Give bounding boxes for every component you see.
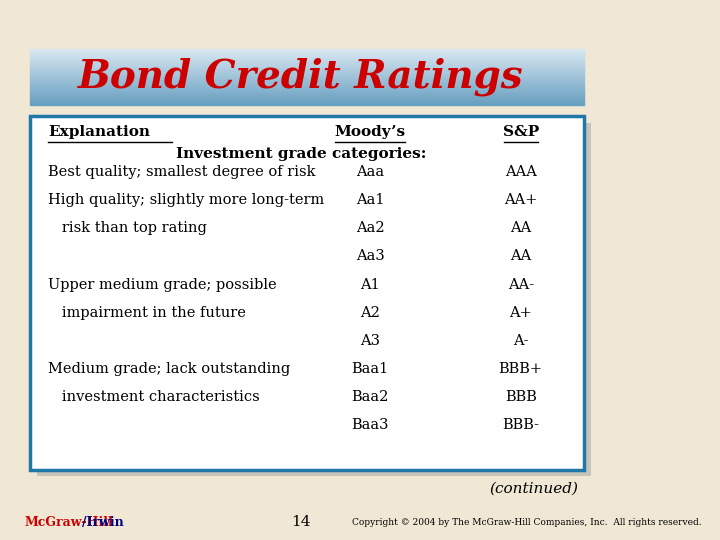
Text: AAA: AAA xyxy=(505,165,536,179)
Text: AA: AA xyxy=(510,249,531,264)
Bar xyxy=(30,51,584,52)
Bar xyxy=(30,61,584,62)
Bar xyxy=(30,78,584,79)
Bar xyxy=(30,71,584,72)
Text: Bond Credit Ratings: Bond Credit Ratings xyxy=(78,58,523,96)
Text: AA-: AA- xyxy=(508,278,534,292)
Bar xyxy=(30,75,584,76)
Bar xyxy=(30,98,584,99)
Bar xyxy=(30,99,584,101)
Bar xyxy=(30,103,584,104)
Bar xyxy=(30,91,584,92)
Text: Best quality; smallest degree of risk: Best quality; smallest degree of risk xyxy=(48,165,315,179)
Bar xyxy=(30,58,584,59)
Bar xyxy=(30,96,584,97)
Bar xyxy=(30,102,584,103)
Text: McGraw-Hill: McGraw-Hill xyxy=(24,516,113,529)
Text: Investment grade categories:: Investment grade categories: xyxy=(176,147,426,161)
Bar xyxy=(30,54,584,56)
Bar xyxy=(30,73,584,75)
Text: impairment in the future: impairment in the future xyxy=(48,306,246,320)
Bar xyxy=(30,53,584,54)
Bar xyxy=(30,62,584,63)
Text: BBB-: BBB- xyxy=(502,418,539,432)
FancyBboxPatch shape xyxy=(37,123,591,476)
Text: BBB: BBB xyxy=(505,390,536,404)
Text: 14: 14 xyxy=(291,515,311,529)
Bar xyxy=(30,79,584,80)
Bar xyxy=(30,86,584,87)
Bar xyxy=(30,88,584,90)
Bar xyxy=(30,69,584,70)
Bar xyxy=(30,49,584,50)
Bar xyxy=(30,104,584,105)
Text: A2: A2 xyxy=(360,306,380,320)
Text: (continued): (continued) xyxy=(489,482,578,496)
Bar xyxy=(30,65,584,67)
Text: Aaa: Aaa xyxy=(356,165,384,179)
Text: Aa1: Aa1 xyxy=(356,193,384,207)
Text: Upper medium grade; possible: Upper medium grade; possible xyxy=(48,278,276,292)
Bar xyxy=(30,59,584,60)
Bar xyxy=(30,93,584,94)
Bar xyxy=(30,52,584,53)
Text: A-: A- xyxy=(513,334,528,348)
Text: Moody’s: Moody’s xyxy=(335,125,406,139)
Bar xyxy=(30,72,584,73)
Bar xyxy=(30,87,584,88)
Text: Copyright © 2004 by The McGraw-Hill Companies, Inc.  All rights reserved.: Copyright © 2004 by The McGraw-Hill Comp… xyxy=(352,518,702,526)
Text: S&P: S&P xyxy=(503,125,539,139)
Bar xyxy=(30,85,584,86)
Bar xyxy=(30,63,584,64)
Text: A+: A+ xyxy=(509,306,532,320)
Bar xyxy=(30,80,584,82)
Text: Explanation: Explanation xyxy=(48,125,150,139)
Bar xyxy=(30,60,584,61)
Bar xyxy=(30,64,584,65)
Bar xyxy=(30,68,584,69)
Text: Medium grade; lack outstanding: Medium grade; lack outstanding xyxy=(48,362,290,376)
Bar xyxy=(30,70,584,71)
Bar xyxy=(30,77,584,78)
Bar xyxy=(30,56,584,57)
Bar xyxy=(30,76,584,77)
Text: Aa3: Aa3 xyxy=(356,249,384,264)
Bar xyxy=(30,57,584,58)
Text: AA+: AA+ xyxy=(504,193,537,207)
Bar xyxy=(30,50,584,51)
Text: AA: AA xyxy=(510,221,531,235)
Text: Aa2: Aa2 xyxy=(356,221,384,235)
FancyBboxPatch shape xyxy=(30,116,584,470)
Bar xyxy=(30,84,584,85)
Bar xyxy=(30,67,584,68)
Text: High quality; slightly more long-term: High quality; slightly more long-term xyxy=(48,193,325,207)
Text: A3: A3 xyxy=(360,334,380,348)
Text: Baa2: Baa2 xyxy=(351,390,389,404)
Bar xyxy=(30,101,584,102)
Bar xyxy=(30,94,584,95)
Bar xyxy=(30,95,584,96)
Text: Baa1: Baa1 xyxy=(351,362,389,376)
Bar xyxy=(30,97,584,98)
Text: /Irwin: /Irwin xyxy=(83,516,125,529)
Text: Baa3: Baa3 xyxy=(351,418,389,432)
Text: investment characteristics: investment characteristics xyxy=(48,390,260,404)
Text: A1: A1 xyxy=(360,278,380,292)
Bar xyxy=(30,82,584,83)
Text: risk than top rating: risk than top rating xyxy=(48,221,207,235)
Bar xyxy=(30,90,584,91)
Text: BBB+: BBB+ xyxy=(499,362,543,376)
Bar xyxy=(30,83,584,84)
Bar xyxy=(30,92,584,93)
